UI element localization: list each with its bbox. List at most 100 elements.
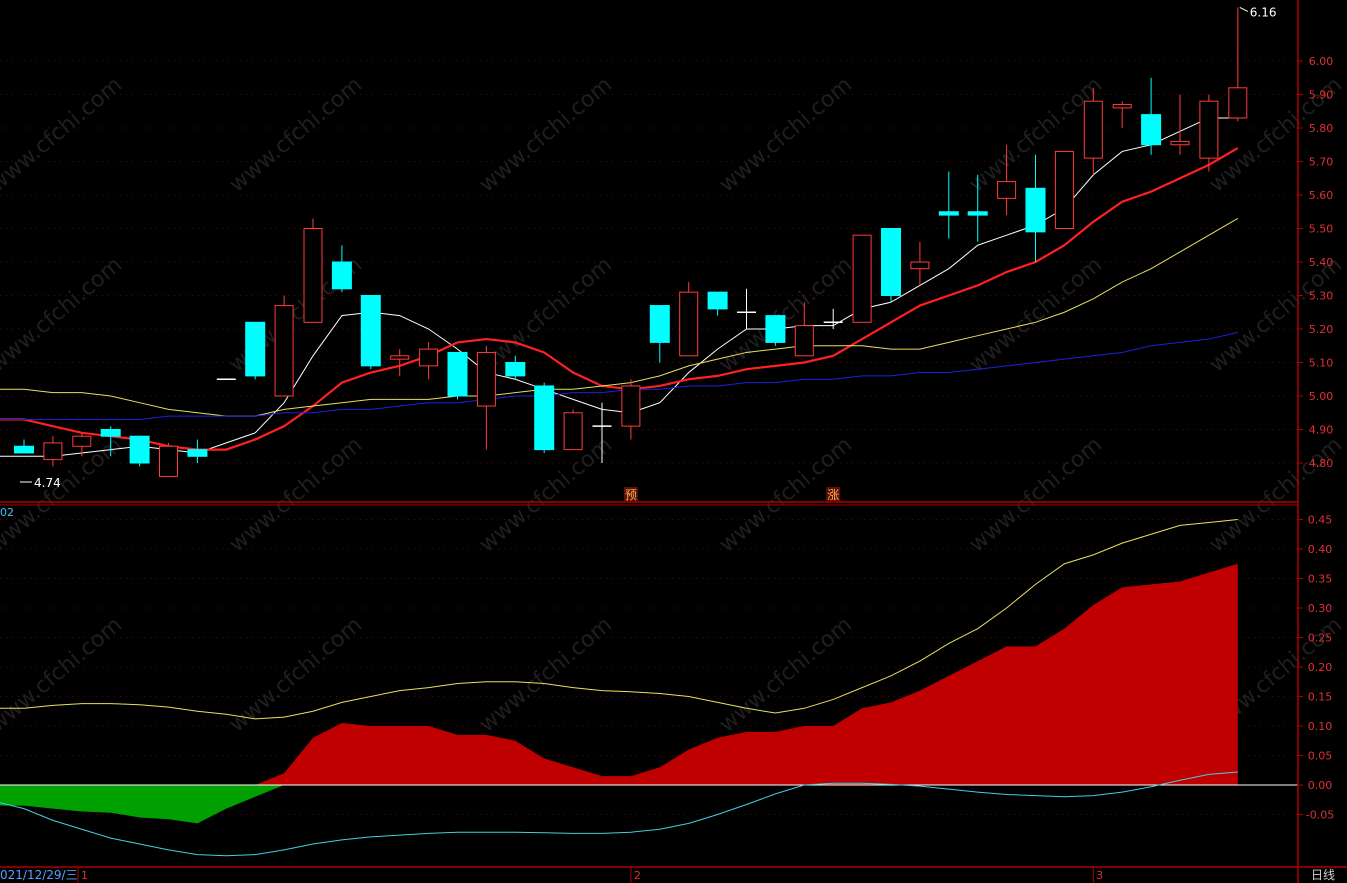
candle-body	[447, 351, 468, 397]
watermark-text: www.cfchi.com	[475, 72, 617, 197]
candle-body	[881, 228, 901, 296]
candle-body	[910, 261, 930, 270]
candle	[910, 241, 930, 286]
watermark-text: www.cfchi.com	[965, 252, 1107, 377]
candle	[765, 315, 786, 346]
candle	[534, 382, 555, 453]
candle-body	[649, 305, 670, 343]
price-tick-label: 5.60	[1309, 189, 1334, 202]
candle	[881, 228, 901, 303]
candle	[245, 321, 266, 380]
candle	[1141, 77, 1162, 155]
price-tick-label: 4.90	[1309, 424, 1334, 437]
cursor-date-label: 021/12/29/三	[0, 868, 78, 882]
period-label: 日线	[1311, 868, 1335, 882]
month-label: 2	[634, 869, 641, 882]
candle	[1083, 87, 1103, 175]
candle	[997, 144, 1017, 216]
watermark-text: www.cfchi.com	[475, 432, 617, 557]
candle	[1228, 7, 1248, 122]
candle-body	[794, 325, 814, 357]
candle	[737, 288, 756, 329]
price-tick-label: 4.80	[1309, 457, 1334, 470]
watermark-text: www.cfchi.com	[0, 252, 127, 377]
candle	[679, 282, 699, 357]
candle	[419, 342, 439, 380]
candle	[1054, 150, 1074, 229]
candle	[967, 174, 988, 242]
signal-marker-bg	[826, 487, 841, 501]
indicator-tick-label: -0.05	[1306, 809, 1334, 822]
candle-body	[245, 321, 266, 377]
candle-body	[707, 291, 728, 310]
candle-body	[679, 291, 699, 357]
candle	[1170, 94, 1190, 155]
price-tick-label: 5.30	[1309, 290, 1334, 303]
candle-body	[100, 429, 121, 437]
candle-body	[360, 295, 381, 367]
candle-body	[476, 351, 496, 407]
annotations: 6.16 4.74 预 涨 02 021/12/29/三 1 2 3 日线	[0, 5, 1335, 882]
ma-line-3	[0, 218, 1239, 417]
indicator-tick-label: 0.25	[1308, 632, 1333, 645]
candle-body	[14, 445, 34, 454]
indicator-negative-area	[0, 785, 1238, 824]
price-tick-label: 5.90	[1309, 89, 1334, 102]
indicator-positive-area	[24, 563, 1238, 785]
candle	[621, 379, 641, 440]
candle-body	[331, 261, 352, 290]
price-tick-label: 5.00	[1309, 390, 1334, 403]
indicator-tick-label: 0.20	[1308, 661, 1333, 674]
candle-body	[129, 435, 150, 464]
candle	[360, 295, 381, 370]
watermark-text: www.cfchi.com	[0, 72, 127, 197]
candle-body	[938, 211, 959, 216]
watermark-text: www.cfchi.com	[715, 252, 857, 377]
indicator-tick-label: 0.15	[1308, 691, 1333, 704]
price-tick-label: 5.20	[1309, 323, 1334, 336]
candle	[390, 349, 410, 376]
candle	[563, 409, 583, 451]
indicator-tick-label: 0.40	[1308, 543, 1333, 556]
candle	[274, 295, 294, 397]
candle-body	[967, 211, 988, 216]
watermark-text: www.cfchi.com	[225, 432, 367, 557]
candle-body	[1228, 87, 1248, 119]
indicator-signal-line	[0, 519, 1238, 720]
price-tick-label: 5.50	[1309, 223, 1334, 236]
signal-marker-bg	[623, 487, 638, 501]
candle	[43, 436, 63, 467]
indicator-tick-label: 0.10	[1308, 720, 1333, 733]
candle	[14, 439, 34, 454]
watermark-text: www.cfchi.com	[225, 72, 367, 197]
grid-layer	[0, 60, 1298, 815]
price-tick-label: 5.70	[1309, 156, 1334, 169]
watermark-text: www.cfchi.com	[715, 72, 857, 197]
candle-body	[765, 315, 786, 343]
candle	[129, 435, 150, 467]
price-tick-label: 5.40	[1309, 256, 1334, 269]
signal-marker-label: 预	[625, 488, 637, 502]
candle	[1025, 154, 1046, 262]
watermark-text: www.cfchi.com	[475, 252, 617, 377]
candle	[303, 218, 323, 323]
candle-body	[1025, 187, 1046, 233]
candle	[938, 171, 959, 239]
candle-body	[1170, 140, 1190, 146]
candle	[592, 402, 612, 463]
candle	[649, 305, 670, 363]
candle-body	[43, 442, 63, 461]
indicator-panel-label: 02	[0, 506, 14, 519]
candle-body	[1083, 100, 1103, 159]
candle-body	[72, 435, 92, 447]
candle	[100, 426, 121, 457]
ma-line-4	[0, 331, 1238, 420]
watermark-text: www.cfchi.com	[1205, 432, 1347, 557]
price-tick-label: 6.00	[1309, 55, 1334, 68]
high-pointer	[1239, 6, 1249, 12]
candle	[1199, 94, 1219, 172]
candle-body	[1199, 100, 1219, 159]
candle-body	[997, 181, 1017, 199]
candle-body	[1141, 114, 1162, 146]
